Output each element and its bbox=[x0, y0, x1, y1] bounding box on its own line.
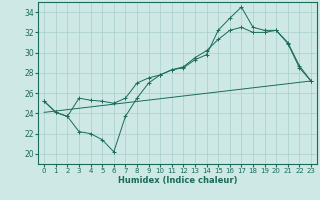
X-axis label: Humidex (Indice chaleur): Humidex (Indice chaleur) bbox=[118, 176, 237, 185]
